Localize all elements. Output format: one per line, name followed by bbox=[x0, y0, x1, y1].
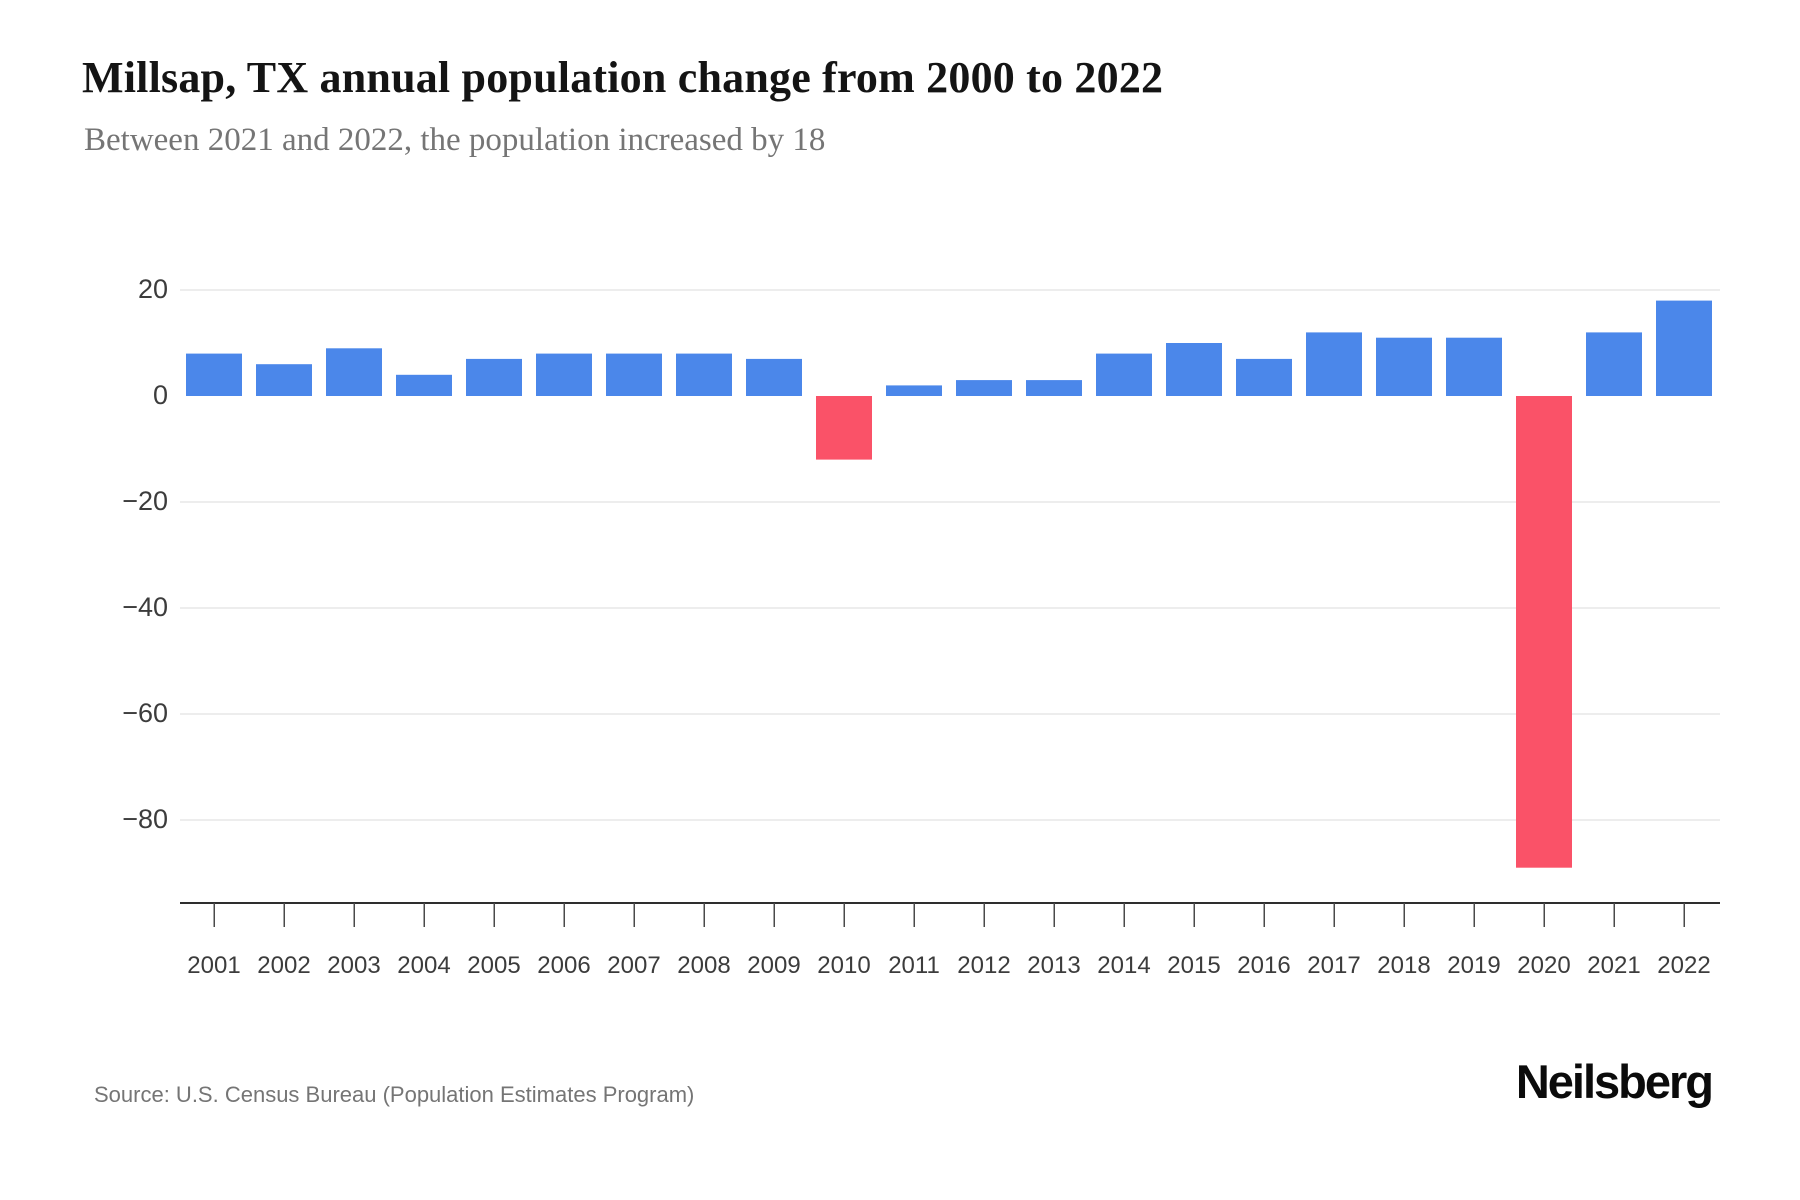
bar-2001 bbox=[186, 353, 242, 396]
x-tick-label-2015: 2015 bbox=[1167, 952, 1220, 979]
bar-2014 bbox=[1096, 353, 1152, 396]
x-tick-label-2017: 2017 bbox=[1307, 952, 1360, 979]
x-tick-label-2022: 2022 bbox=[1657, 952, 1710, 979]
x-tick-label-2021: 2021 bbox=[1587, 952, 1640, 979]
bar-2022 bbox=[1656, 300, 1712, 396]
bar-2004 bbox=[396, 374, 452, 396]
bar-2005 bbox=[466, 358, 522, 396]
x-tick-label-2002: 2002 bbox=[257, 952, 310, 979]
x-tick-label-2012: 2012 bbox=[957, 952, 1010, 979]
chart-title: Millsap, TX annual population change fro… bbox=[82, 53, 1164, 102]
y-tick-label--20: −20 bbox=[122, 486, 168, 516]
bar-2011 bbox=[886, 385, 942, 396]
x-tick-label-2018: 2018 bbox=[1377, 952, 1430, 979]
x-tick-label-2004: 2004 bbox=[397, 952, 450, 979]
x-tick-label-2010: 2010 bbox=[817, 952, 870, 979]
y-tick-label-20: 20 bbox=[138, 274, 168, 304]
x-tick-label-2019: 2019 bbox=[1447, 952, 1500, 979]
x-tick-label-2007: 2007 bbox=[607, 952, 660, 979]
bar-2009 bbox=[746, 358, 802, 396]
bar-2021 bbox=[1586, 332, 1642, 396]
y-tick-label--60: −60 bbox=[122, 698, 168, 728]
x-tick-label-2011: 2011 bbox=[888, 952, 940, 979]
source-text: Source: U.S. Census Bureau (Population E… bbox=[94, 1082, 695, 1107]
brand-logo: Neilsberg bbox=[1515, 1055, 1714, 1108]
bar-2016 bbox=[1236, 358, 1292, 396]
x-tick-label-2009: 2009 bbox=[747, 952, 800, 979]
bar-2013 bbox=[1026, 380, 1082, 396]
bar-2020 bbox=[1516, 396, 1572, 868]
bar-2006 bbox=[536, 353, 592, 396]
bar-2007 bbox=[606, 353, 662, 396]
y-tick-label--80: −80 bbox=[122, 804, 168, 834]
bar-2010 bbox=[816, 396, 872, 460]
y-tick-label-0: 0 bbox=[153, 380, 168, 410]
x-tick-label-2003: 2003 bbox=[327, 952, 380, 979]
chart-subtitle: Between 2021 and 2022, the population in… bbox=[84, 122, 826, 158]
y-tick-label--40: −40 bbox=[122, 592, 168, 622]
bar-2002 bbox=[256, 364, 312, 396]
x-tick-label-2008: 2008 bbox=[677, 952, 730, 979]
x-tick-label-2006: 2006 bbox=[537, 952, 590, 979]
x-tick-label-2013: 2013 bbox=[1027, 952, 1080, 979]
x-tick-label-2016: 2016 bbox=[1237, 952, 1290, 979]
bar-2015 bbox=[1166, 343, 1222, 396]
bar-2012 bbox=[956, 380, 1012, 396]
bar-2019 bbox=[1446, 337, 1502, 396]
bar-2017 bbox=[1306, 332, 1362, 396]
bar-2008 bbox=[676, 353, 732, 396]
bar-2003 bbox=[326, 348, 382, 396]
x-tick-label-2014: 2014 bbox=[1097, 952, 1150, 979]
bar-chart: 20 0 −20 −40 −60 −80 2001 2002 2003 2004 2005 2006 2… bbox=[122, 274, 1720, 979]
x-tick-label-2001: 2001 bbox=[187, 952, 240, 979]
bar-2018 bbox=[1376, 337, 1432, 396]
x-tick-label-2020: 2020 bbox=[1517, 952, 1570, 979]
x-tick-label-2005: 2005 bbox=[467, 952, 520, 979]
